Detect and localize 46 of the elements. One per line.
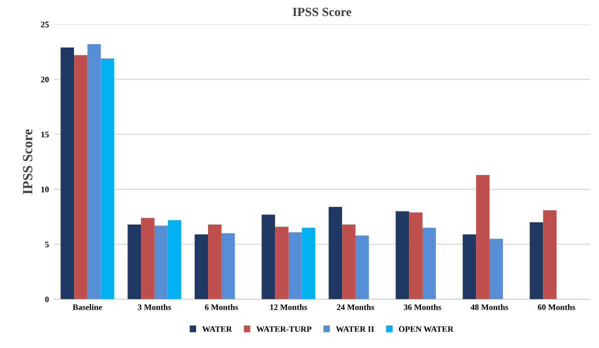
bar [288, 232, 302, 300]
legend-label: OPEN WATER [398, 326, 454, 332]
y-tick-label: 0 [45, 296, 49, 302]
y-tick-label: 25 [41, 22, 49, 28]
bar [302, 228, 316, 300]
y-axis-title: IPSS Score [23, 129, 32, 194]
bar [60, 47, 74, 300]
bar [100, 58, 114, 300]
bar [141, 218, 154, 300]
bar [342, 224, 356, 300]
x-tick-label: 48 Months [470, 304, 508, 310]
y-tick-label: 10 [41, 186, 49, 192]
bar [396, 211, 410, 300]
x-tick-label: 60 Months [538, 304, 576, 310]
x-tick-label: 12 Months [270, 304, 308, 310]
x-tick-label: Baseline [72, 304, 102, 310]
bar [355, 236, 369, 300]
bar [328, 206, 342, 300]
x-tick-label: 6 Months [204, 304, 238, 310]
legend-label: WATER II [336, 326, 374, 332]
bar [422, 228, 436, 300]
bar [262, 214, 276, 300]
bar [194, 234, 208, 300]
bar [530, 222, 544, 300]
bar [409, 212, 422, 300]
chart-title: IPSS Score [292, 8, 352, 16]
bar [489, 238, 503, 300]
x-tick-label: 3 Months [138, 304, 172, 310]
x-tick-label: 24 Months [336, 304, 374, 310]
legend-label: WATER [202, 326, 232, 332]
bar [221, 233, 235, 300]
y-tick-label: 15 [41, 132, 49, 138]
bar [543, 210, 557, 300]
bar [476, 175, 490, 300]
bar [87, 44, 101, 300]
bar [275, 226, 288, 300]
y-tick-label: 20 [41, 76, 49, 82]
x-tick-label: 36 Months [404, 304, 442, 310]
y-tick-label: 5 [45, 242, 49, 248]
bar [168, 220, 182, 300]
bar [154, 226, 168, 300]
bar [462, 234, 476, 300]
legend-label: WATER-TURP [256, 326, 312, 332]
bar [128, 224, 142, 300]
bar [74, 55, 88, 300]
bar [208, 224, 222, 300]
